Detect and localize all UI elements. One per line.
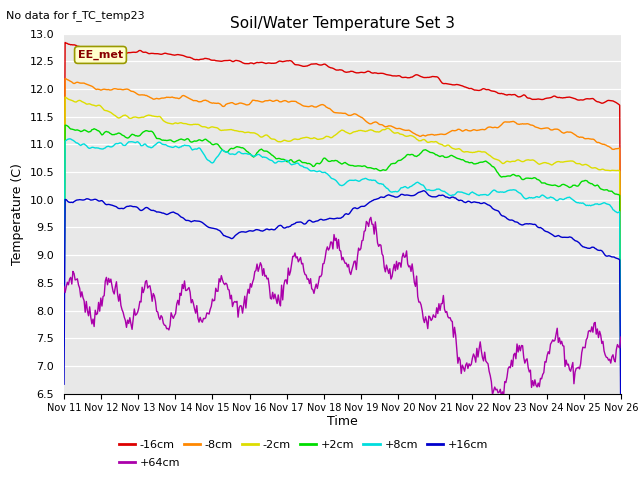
- Legend: +64cm: +64cm: [114, 454, 184, 473]
- Text: EE_met: EE_met: [78, 50, 123, 60]
- Title: Soil/Water Temperature Set 3: Soil/Water Temperature Set 3: [230, 16, 455, 31]
- X-axis label: Time: Time: [327, 415, 358, 428]
- Y-axis label: Temperature (C): Temperature (C): [11, 163, 24, 264]
- Text: No data for f_TC_temp23: No data for f_TC_temp23: [6, 10, 145, 21]
